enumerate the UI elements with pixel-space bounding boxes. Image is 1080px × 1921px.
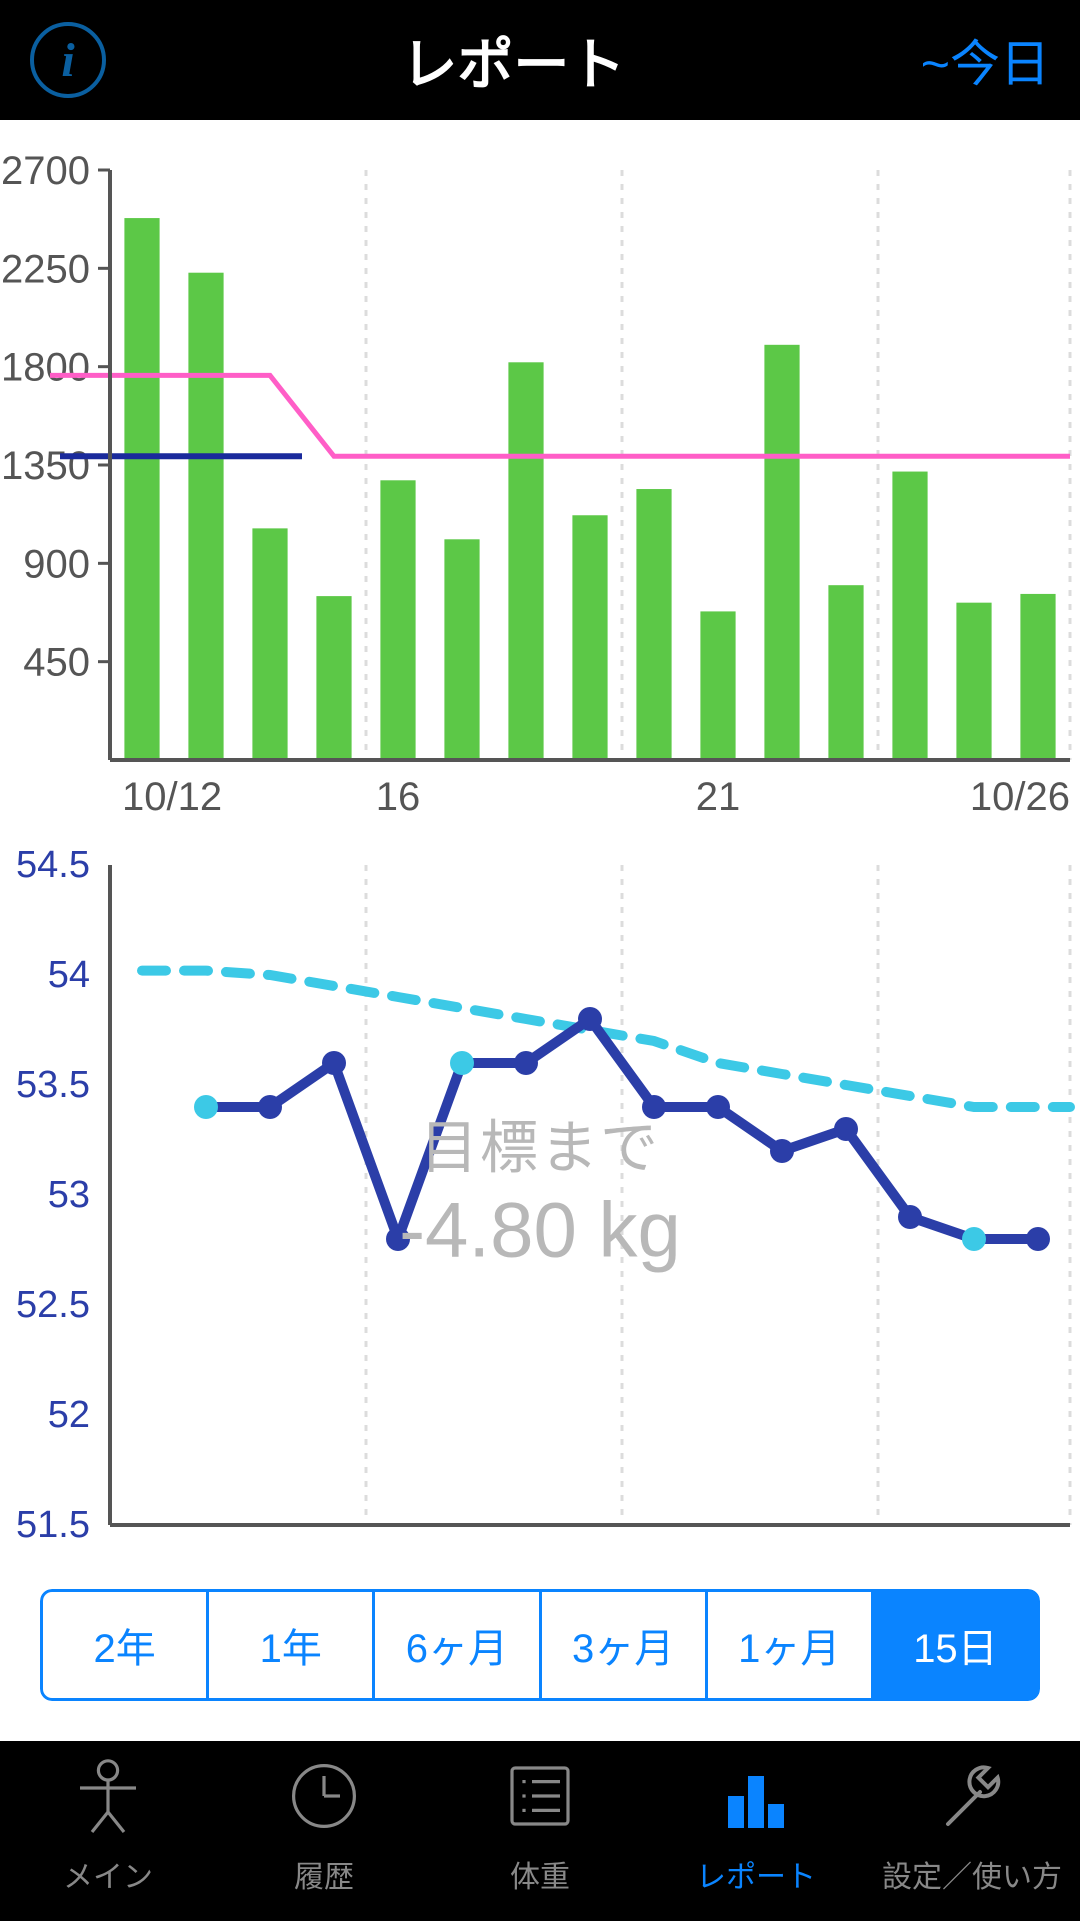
tab-label: 設定／使い方 [882, 1852, 1062, 1896]
range-segment-3[interactable]: 3ヶ月 [539, 1589, 705, 1701]
svg-text:2700: 2700 [1, 149, 90, 193]
tab-list[interactable]: 体重 [432, 1756, 648, 1896]
today-link[interactable]: ~今日 [921, 24, 1050, 96]
svg-text:450: 450 [23, 641, 90, 685]
svg-text:52.5: 52.5 [16, 1284, 90, 1326]
svg-text:2250: 2250 [1, 247, 90, 291]
info-button[interactable]: i [30, 22, 106, 98]
svg-text:1800: 1800 [1, 346, 90, 390]
svg-text:51.5: 51.5 [16, 1504, 90, 1545]
svg-text:54: 54 [48, 954, 90, 996]
tab-person[interactable]: メイン [0, 1756, 216, 1896]
person-icon [68, 1756, 148, 1844]
clock-icon [284, 1756, 364, 1844]
range-segment-5[interactable]: 15日 [871, 1589, 1040, 1701]
wrench-icon [932, 1756, 1012, 1844]
svg-text:1350: 1350 [1, 444, 90, 488]
list-icon [500, 1756, 580, 1844]
tab-bar: メイン 履歴 体重 レポート 設定／使い方 [0, 1741, 1080, 1921]
tab-clock[interactable]: 履歴 [216, 1756, 432, 1896]
tab-bars[interactable]: レポート [648, 1756, 864, 1896]
range-segment-4[interactable]: 1ヶ月 [705, 1589, 871, 1701]
range-segment-0[interactable]: 2年 [40, 1589, 206, 1701]
range-segmented-control: 2年1年6ヶ月3ヶ月1ヶ月15日 [40, 1589, 1040, 1701]
svg-text:53.5: 53.5 [16, 1064, 90, 1106]
svg-text:16: 16 [376, 775, 421, 819]
svg-text:53: 53 [48, 1174, 90, 1216]
page-title: レポート [401, 20, 625, 101]
svg-text:10/26: 10/26 [970, 775, 1070, 819]
charts-container: 450 900 1350 1800 2250 2700 10/12 16 21 10/26 51.… [0, 120, 1080, 1741]
tab-label: メイン [63, 1852, 153, 1896]
calorie-chart: 450 900 1350 1800 2250 2700 10/12 16 21 10/26 [0, 140, 1080, 845]
tab-label: レポート [696, 1852, 816, 1896]
svg-text:21: 21 [696, 775, 741, 819]
svg-text:900: 900 [23, 542, 90, 586]
range-segment-2[interactable]: 6ヶ月 [372, 1589, 538, 1701]
svg-text:52: 52 [48, 1394, 90, 1436]
svg-text:54.5: 54.5 [16, 845, 90, 886]
top-bar: i レポート ~今日 [0, 0, 1080, 120]
weight-chart: 51.55252.55353.55454.5 目標まで -4.80 kg [0, 845, 1080, 1559]
svg-text:10/12: 10/12 [122, 775, 222, 819]
tab-wrench[interactable]: 設定／使い方 [864, 1756, 1080, 1896]
bars-icon [716, 1756, 796, 1844]
range-segment-1[interactable]: 1年 [206, 1589, 372, 1701]
tab-label: 履歴 [294, 1852, 354, 1896]
tab-label: 体重 [510, 1852, 570, 1896]
